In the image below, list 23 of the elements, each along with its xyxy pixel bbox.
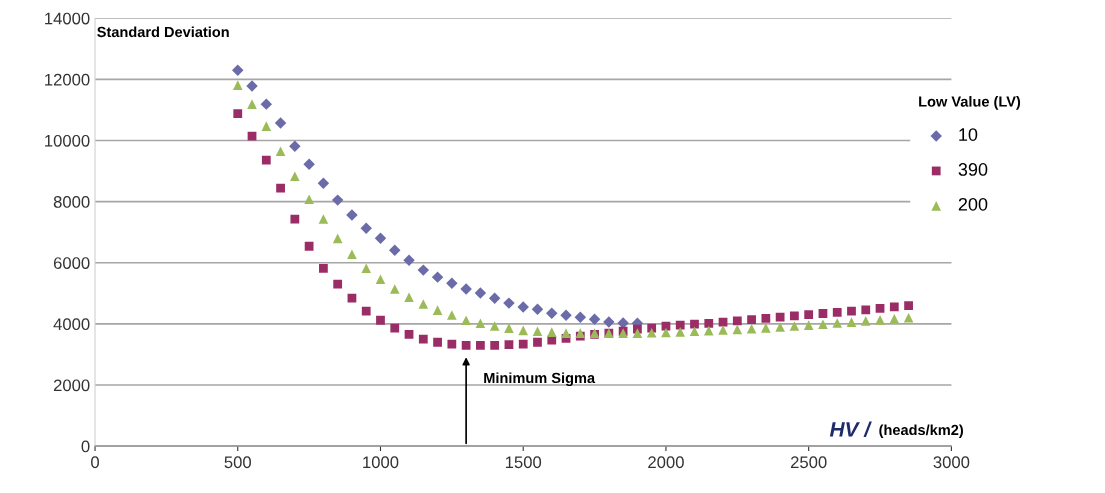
y-tick-label: 0 (81, 440, 90, 453)
y-tick-label: 12000 (45, 73, 90, 86)
x-tick-label: 2000 (648, 456, 684, 469)
x-tick-label: 0 (91, 456, 100, 469)
x-tick-label: 500 (224, 456, 252, 469)
y-tick-label: 10000 (45, 134, 90, 147)
y-tick-label: 2000 (53, 379, 90, 392)
y-tick-label: 6000 (53, 257, 90, 269)
annotation: Minimum Sigma (484, 372, 596, 387)
y-tick-label: 4000 (53, 318, 90, 331)
legend-label: 10 (959, 128, 978, 141)
x-tick-label: 2500 (790, 456, 827, 469)
y-tick-label: 14000 (45, 12, 90, 25)
x-tick-label: 1500 (505, 456, 542, 469)
annotation: (heads/km2) (879, 424, 963, 438)
x-tick-label: 3000 (933, 456, 970, 469)
annotation: Standard Deviation (97, 26, 229, 38)
legend-label: 200 (958, 197, 988, 211)
legend-title: Low Value (LV) (919, 96, 1021, 110)
x-axis-title: HV / (829, 421, 872, 437)
x-tick-label: 1000 (363, 456, 399, 469)
legend-label: 390 (958, 163, 988, 176)
y-tick-label: 8000 (53, 196, 90, 208)
